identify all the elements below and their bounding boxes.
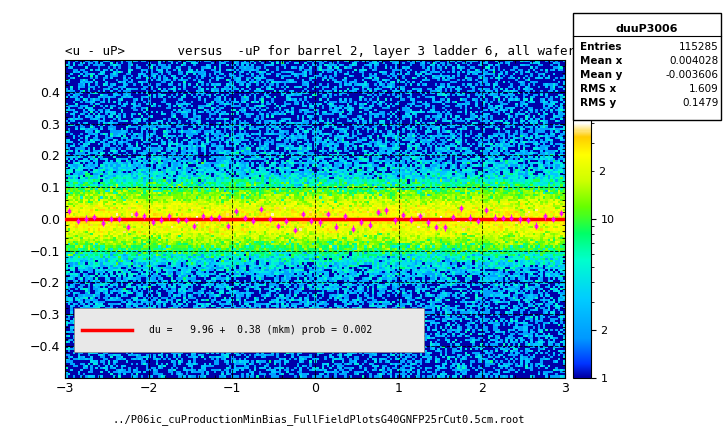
- Text: du =   9.96 +  0.38 (mkm) prob = 0.002: du = 9.96 + 0.38 (mkm) prob = 0.002: [149, 325, 372, 335]
- Text: 0.004028: 0.004028: [669, 56, 718, 66]
- Text: ../P06ic_cuProductionMinBias_FullFieldPlotsG40GNFP25rCut0.5cm.root: ../P06ic_cuProductionMinBias_FullFieldPl…: [113, 414, 525, 425]
- Text: 1.609: 1.609: [689, 84, 718, 94]
- FancyBboxPatch shape: [573, 13, 721, 120]
- Bar: [74, 308, 423, 352]
- Text: 2: 2: [598, 166, 605, 177]
- Text: Mean y: Mean y: [580, 70, 623, 80]
- Text: 115285: 115285: [679, 42, 718, 52]
- Text: RMS y: RMS y: [580, 98, 616, 108]
- Text: -0.003606: -0.003606: [666, 70, 718, 80]
- Text: duuP3006: duuP3006: [616, 24, 679, 33]
- Text: <u - uP>       versus  -uP for barrel 2, layer 3 ladder 6, all wafers: <u - uP> versus -uP for barrel 2, layer …: [65, 45, 583, 57]
- Text: RMS x: RMS x: [580, 84, 616, 94]
- Text: Entries: Entries: [580, 42, 621, 52]
- Text: Mean x: Mean x: [580, 56, 623, 66]
- Text: 0.1479: 0.1479: [682, 98, 718, 108]
